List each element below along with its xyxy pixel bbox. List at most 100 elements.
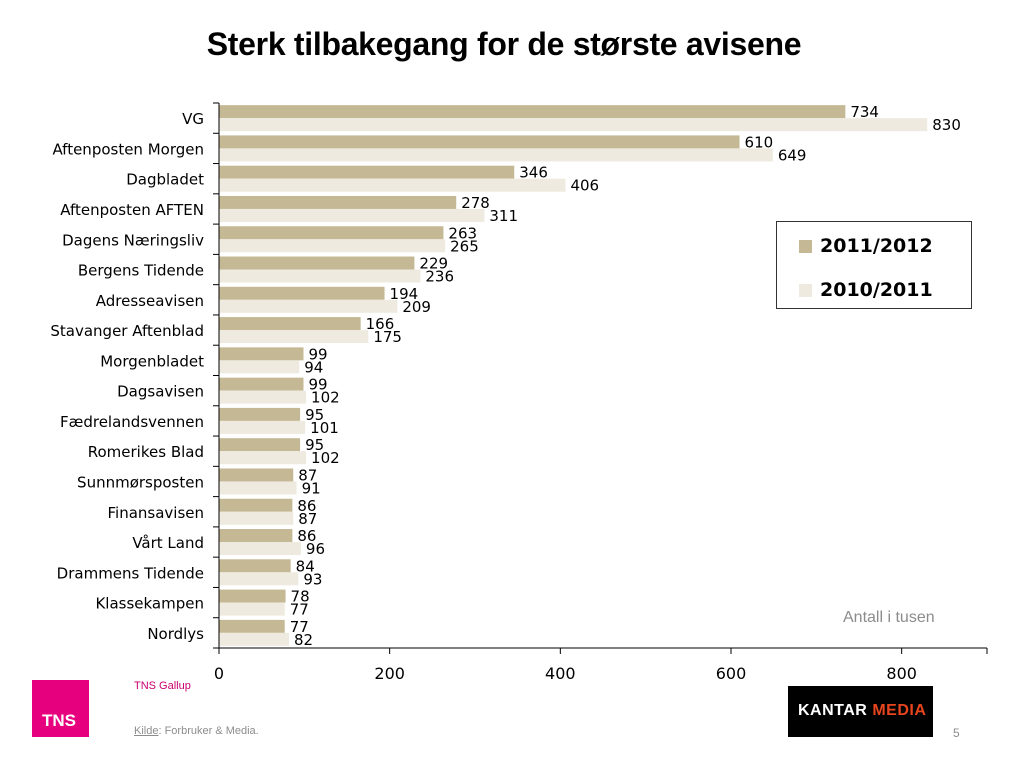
category-label: Dagsavisen	[117, 383, 204, 401]
slide-title: Sterk tilbakegang for de største avisene	[206, 26, 802, 62]
bar	[219, 148, 773, 162]
category-label: Bergens Tidende	[78, 262, 204, 280]
bar	[219, 317, 361, 331]
data-label: 93	[303, 570, 322, 588]
bar	[219, 347, 304, 361]
source-label: Kilde	[134, 725, 159, 737]
category-label: Romerikes Blad	[88, 443, 204, 461]
tns-logo: TNS	[32, 680, 89, 737]
bar	[219, 390, 307, 404]
bar	[219, 226, 444, 240]
bar	[219, 438, 301, 452]
bar	[219, 589, 286, 603]
bar	[219, 165, 515, 179]
chart-legend: 2011/2012 2010/2011	[776, 221, 972, 309]
category-label: Klassekampen	[95, 595, 204, 613]
legend-label-series-2: 2010/2011	[820, 279, 933, 301]
bar	[219, 239, 446, 253]
bar	[219, 377, 304, 391]
bar	[219, 299, 398, 313]
data-label: 94	[304, 358, 323, 376]
org-name: TNS Gallup	[134, 680, 191, 692]
legend-item-series-2: 2010/2011	[799, 279, 933, 301]
legend-swatch-series-1	[799, 240, 812, 253]
kantar-media-logo: KANTAR MEDIA	[788, 686, 933, 737]
data-label: 311	[489, 207, 518, 225]
bar	[219, 572, 299, 586]
data-label: 102	[311, 389, 340, 407]
data-label: 406	[570, 177, 599, 195]
bar	[219, 481, 297, 495]
data-label: 734	[850, 103, 879, 121]
category-label: Vårt Land	[132, 534, 204, 552]
data-label: 265	[450, 237, 479, 255]
data-label: 610	[745, 133, 774, 151]
bar	[219, 511, 294, 525]
data-label: 87	[298, 466, 317, 484]
data-label: 95	[305, 436, 324, 454]
data-label: 86	[297, 527, 316, 545]
page-number: 5	[953, 726, 960, 740]
x-tick-label: 0	[214, 664, 224, 683]
bar	[219, 632, 289, 646]
x-tick-label: 600	[716, 664, 747, 683]
bar	[219, 118, 928, 132]
bar	[219, 407, 301, 421]
data-label: 102	[311, 449, 340, 467]
bar	[219, 498, 293, 512]
bar	[219, 269, 421, 283]
source-note: Kilde: Forbruker & Media.	[134, 725, 259, 737]
data-label: 77	[290, 601, 309, 619]
bar	[219, 602, 285, 616]
bar	[219, 208, 485, 222]
data-label: 209	[402, 298, 431, 316]
data-label: 263	[448, 224, 477, 242]
data-label: 346	[519, 164, 548, 182]
data-label: 87	[298, 510, 317, 528]
bar	[219, 529, 293, 543]
category-label: Fædrelandsvennen	[60, 413, 204, 431]
data-label: 229	[419, 255, 448, 273]
category-label: Sunnmørsposten	[77, 473, 204, 491]
bar	[219, 559, 291, 573]
category-label: Aftenposten AFTEN	[60, 201, 204, 219]
bar	[219, 451, 307, 465]
legend-item-series-1: 2011/2012	[799, 235, 933, 257]
bar	[219, 135, 740, 149]
bar	[219, 619, 285, 633]
category-label: VG	[182, 110, 204, 128]
category-label: Dagens Næringsliv	[62, 231, 204, 249]
bar	[219, 360, 300, 374]
bar	[219, 195, 457, 209]
data-label: 82	[294, 631, 313, 649]
legend-label-series-1: 2011/2012	[820, 235, 933, 257]
category-label: Stavanger Aftenblad	[50, 322, 204, 340]
media-logo-word: MEDIA	[872, 702, 927, 719]
data-label: 91	[302, 479, 321, 497]
tns-logo-text: TNS	[42, 711, 76, 730]
bar	[219, 420, 306, 434]
bar	[219, 542, 301, 556]
data-label: 95	[305, 406, 324, 424]
bar	[219, 330, 369, 344]
bar	[219, 286, 385, 300]
data-label: 96	[306, 540, 325, 558]
bar	[219, 105, 846, 119]
data-label: 101	[310, 419, 339, 437]
kantar-logo-text: KANTAR MEDIA	[798, 702, 926, 720]
category-label: Finansavisen	[107, 504, 204, 522]
category-label: Nordlys	[147, 625, 204, 643]
data-label: 78	[291, 588, 310, 606]
data-label: 166	[366, 315, 395, 333]
data-label: 77	[290, 618, 309, 636]
kantar-logo-word: KANTAR	[798, 702, 868, 719]
x-tick-label: 200	[374, 664, 405, 683]
category-label: Adresseavisen	[96, 292, 204, 310]
data-label: 99	[308, 376, 327, 394]
data-label: 236	[425, 268, 454, 286]
data-label: 278	[461, 194, 490, 212]
category-label: Aftenposten Morgen	[52, 140, 204, 158]
category-label: Dagbladet	[126, 171, 204, 189]
legend-swatch-series-2	[799, 284, 812, 297]
data-label: 99	[308, 345, 327, 363]
